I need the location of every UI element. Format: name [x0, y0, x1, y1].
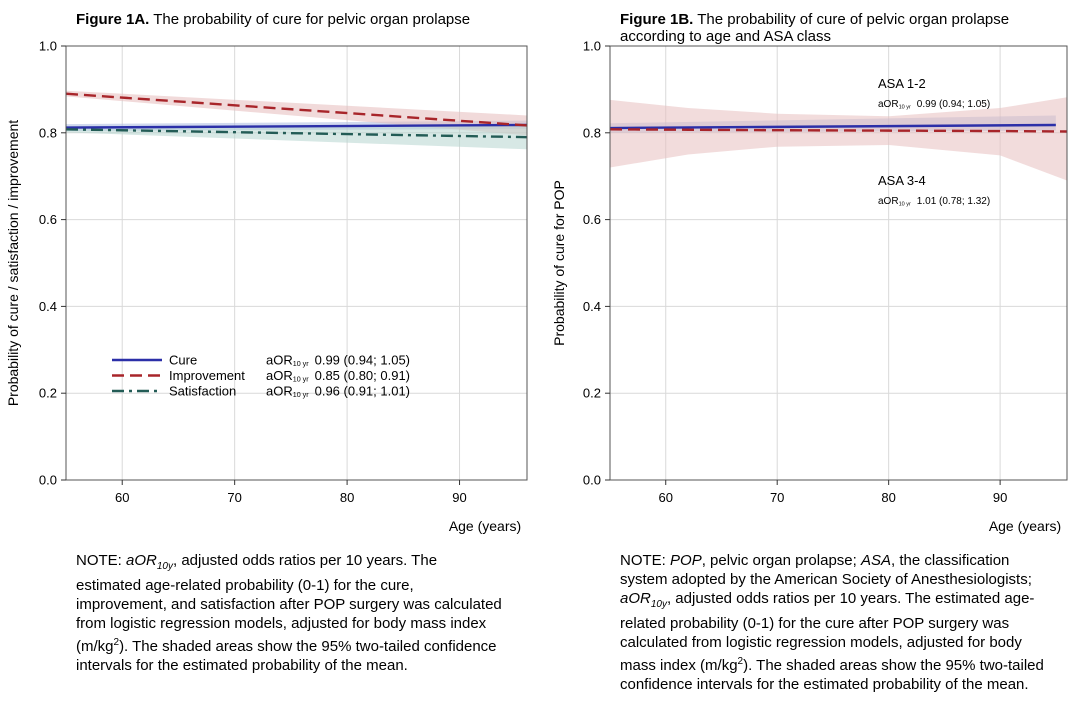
y-tick-label: 1.0 [39, 39, 57, 54]
y-tick-label: 0.8 [583, 125, 601, 140]
stat-value: 0.99 (0.94; 1.05) [315, 353, 410, 368]
y-axis-label: Probability of cure / satisfaction / imp… [5, 120, 21, 406]
y-tick-label: 0.2 [39, 386, 57, 401]
y-tick-label: 1.0 [583, 39, 601, 54]
figure-1b-panel: Figure 1B. The probability of cure of pe… [540, 0, 1080, 708]
y-tick-label: 0.6 [583, 212, 601, 227]
stat-value: 1.01 (0.78; 1.32) [917, 196, 990, 207]
stat-label: aOR [266, 368, 293, 383]
figure-1a-title-text: The probability of cure for pelvic organ… [149, 11, 471, 28]
figure-1b-chart: 60 70 80 90 0.0 0.2 0.4 0.6 0.8 1.0 Age (years) Pro… [551, 39, 1068, 534]
x-axis-label: Age (years) [449, 518, 521, 534]
stat-subscript: 10 yr [293, 360, 309, 368]
y-tick-label: 0.2 [583, 386, 601, 401]
stat-subscript: 10 yr [899, 202, 911, 208]
annotation-stat-asa-1-2: aOR10 yr 0.99 (0.94; 1.05) [878, 99, 990, 111]
figure-1b-title-line2: according to age and ASA class [620, 28, 831, 45]
figure-1b-title-bold: Figure 1B. [620, 11, 694, 28]
figure-1b-title-text: The probability of cure of pelvic organ … [693, 11, 1010, 28]
figure-1b-title: Figure 1B. The probability of cure of pe… [620, 11, 1009, 45]
stat-label: aOR [878, 99, 899, 110]
note-abbr-text: aOR [126, 552, 157, 569]
note-text-1: , adjusted odds ratios per 10 years. The… [76, 552, 502, 655]
stat-label: aOR [878, 196, 899, 207]
figure-1a-title: Figure 1A. The probability of cure for p… [76, 11, 470, 28]
note-sup: 2 [737, 656, 744, 667]
note-prefix: NOTE: [76, 552, 127, 569]
note-abbr-aor-sub: 10y [650, 599, 667, 610]
stat-label: aOR [266, 384, 293, 399]
note-abbr-sub: 10y [156, 561, 173, 572]
legend-stat-satisfaction: aOR10 yr 0.96 (0.91; 1.01) [266, 384, 410, 400]
x-tick-label: 90 [993, 490, 1007, 505]
figure-1b-note: NOTE: POP, pelvic organ prolapse; ASA, t… [620, 551, 1050, 694]
x-tick-label: 70 [227, 490, 241, 505]
figure-1a-chart: 60 70 80 90 0.0 0.2 0.4 0.6 0.8 1.0 Age (years) Pro… [5, 39, 528, 534]
note-abbr-aor: aOR10y [620, 590, 667, 610]
note-text-1: , pelvic organ prolapse; [701, 552, 861, 569]
y-tick-label: 0.0 [583, 473, 601, 488]
y-tick-label: 0.4 [39, 299, 57, 314]
series-line-improvement [65, 92, 528, 127]
legend-stat-improvement: aOR10 yr 0.85 (0.80; 0.91) [266, 368, 410, 384]
series-line-asa-3-4 [609, 128, 1068, 133]
x-tick-label: 70 [770, 490, 784, 505]
stat-value: 0.85 (0.80; 0.91) [315, 368, 410, 383]
series-line-asa-1-2 [609, 123, 1056, 130]
annotation-stat-asa-3-4: aOR10 yr 1.01 (0.78; 1.32) [878, 196, 990, 208]
stat-subscript: 10 yr [293, 376, 309, 384]
x-tick-label: 80 [340, 490, 354, 505]
y-axis-label: Probability of cure for POP [551, 180, 567, 346]
plot-frame [609, 45, 1068, 481]
stat-label: aOR [266, 353, 293, 368]
annotation-asa-1-2: ASA 1-2 [878, 76, 926, 91]
note-prefix: NOTE: [620, 552, 671, 569]
stat-subscript: 10 yr [293, 391, 309, 399]
x-tick-label: 80 [881, 490, 895, 505]
y-tick-label: 0.6 [39, 212, 57, 227]
legend-label-improvement: Improvement [169, 368, 245, 383]
x-tick-label: 90 [452, 490, 466, 505]
legend-stat-cure: aOR10 yr 0.99 (0.94; 1.05) [266, 353, 410, 369]
x-axis-label: Age (years) [989, 518, 1061, 534]
note-abbr-asa: ASA [860, 552, 891, 569]
x-tick-label: 60 [115, 490, 129, 505]
note-text-4: ). The shaded areas show the 95% two-tai… [620, 657, 1044, 693]
note-sup: 2 [113, 637, 120, 648]
annotation-asa-3-4: ASA 3-4 [878, 173, 926, 188]
note-abbr-pop: POP [670, 552, 702, 569]
note-abbr-aor-text: aOR [620, 590, 651, 607]
stat-subscript: 10 yr [899, 105, 911, 111]
series-line-satisfaction [65, 128, 528, 139]
stat-value: 0.99 (0.94; 1.05) [917, 99, 990, 110]
note-text-3: , adjusted odds ratios per 10 years. The… [620, 590, 1035, 674]
figure-1a-panel: Figure 1A. The probability of cure for p… [5, 11, 528, 675]
x-tick-label: 60 [658, 490, 672, 505]
y-tick-label: 0.4 [583, 299, 601, 314]
plot-frame [65, 45, 528, 481]
y-tick-label: 0.8 [39, 125, 57, 140]
series-line-cure [65, 123, 528, 129]
legend-label-cure: Cure [169, 353, 197, 368]
stat-value: 0.96 (0.91; 1.01) [315, 384, 410, 399]
note-abbr: aOR10y [126, 552, 173, 572]
note-text-2: ). The shaded areas show the 95% two-tai… [76, 638, 497, 674]
figure-1a-note: NOTE: aOR10y, adjusted odds ratios per 1… [76, 551, 506, 675]
ci-band-satisfaction [66, 126, 527, 150]
legend-label-satisfaction: Satisfaction [169, 384, 236, 399]
figure-1a-title-bold: Figure 1A. [76, 11, 150, 28]
y-tick-label: 0.0 [39, 473, 57, 488]
note-text-2: , the classification system adopted by t… [620, 552, 1032, 588]
ci-band-asa-3-4 [610, 97, 1067, 181]
